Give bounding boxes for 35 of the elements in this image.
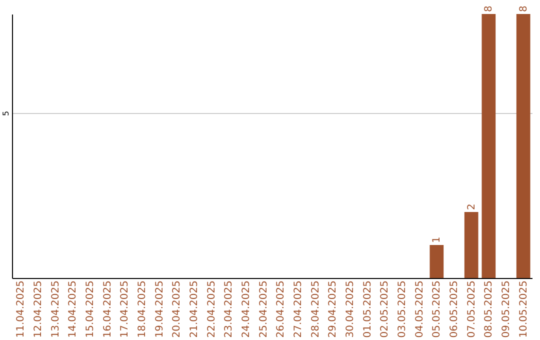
x-tick-label: 03.05.2025 xyxy=(397,280,408,338)
x-tick-label: 14.04.2025 xyxy=(68,280,79,338)
data-label: 8 xyxy=(484,6,495,12)
x-tick-label: 17.04.2025 xyxy=(120,280,131,338)
x-tick-label: 30.04.2025 xyxy=(345,280,356,338)
x-tick-label: 28.04.2025 xyxy=(310,280,322,338)
x-tick-label: 04.05.2025 xyxy=(414,280,426,338)
x-tick-label: 11.04.2025 xyxy=(16,280,27,338)
x-tick-label: 15.04.2025 xyxy=(85,280,96,338)
data-label: 1 xyxy=(432,236,443,243)
x-tick-label: 16.04.2025 xyxy=(102,280,114,338)
x-tick-label: 05.05.2025 xyxy=(432,280,443,338)
x-tick-label: 09.05.2025 xyxy=(501,280,512,338)
x-tick-label: 07.05.2025 xyxy=(466,280,478,338)
x-tick-label: 13.04.2025 xyxy=(50,280,62,338)
x-tick-label: 18.04.2025 xyxy=(137,280,148,338)
x-tick-label: 08.05.2025 xyxy=(484,280,495,338)
x-tick-label: 27.04.2025 xyxy=(293,280,304,338)
x-tick-label: 29.04.2025 xyxy=(328,280,339,338)
x-tick-label: 24.04.2025 xyxy=(241,280,252,338)
x-tick-label: 10.05.2025 xyxy=(518,280,530,338)
x-tick-label: 23.04.2025 xyxy=(224,280,235,338)
x-tick-label: 25.04.2025 xyxy=(258,280,270,338)
x-tick-label: 06.05.2025 xyxy=(449,280,460,338)
x-tick-label: 21.04.2025 xyxy=(189,280,200,338)
x-tick-label: 26.04.2025 xyxy=(276,280,287,338)
x-tick-label: 02.05.2025 xyxy=(380,280,391,338)
data-label: 2 xyxy=(466,204,478,210)
x-tick-label: 20.04.2025 xyxy=(172,280,183,338)
x-tick-label: 01.05.2025 xyxy=(362,280,374,338)
data-label: 8 xyxy=(518,6,530,12)
x-tick-label: 19.04.2025 xyxy=(154,280,166,338)
x-tick-label: 12.04.2025 xyxy=(33,280,44,338)
y-tick-label: 5 xyxy=(2,110,10,116)
x-tick-label: 22.04.2025 xyxy=(206,280,218,338)
